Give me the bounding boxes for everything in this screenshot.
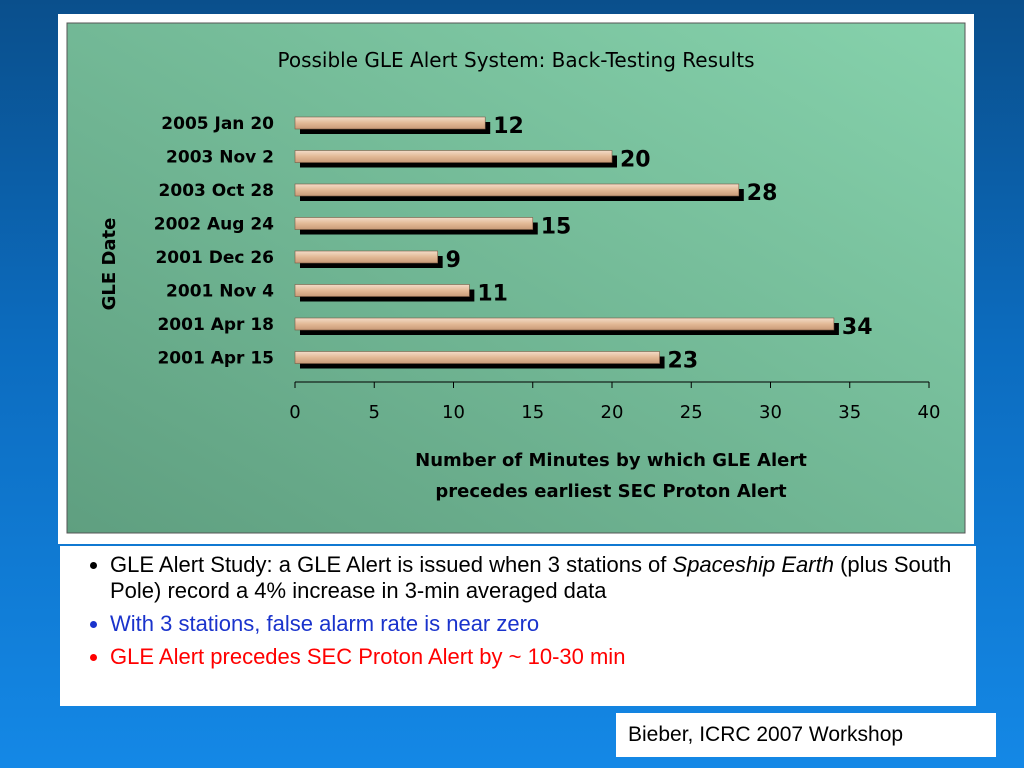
note-text-after: (plus South Pole) record a 4% increase i… — [110, 552, 952, 603]
bar — [294, 150, 613, 163]
bar — [294, 250, 438, 264]
data-label: 23 — [668, 349, 699, 374]
plot-area: 0 5 10 15 20 25 30 35 40 2005 Jan 20 12 2003 Nov 2 2… — [154, 114, 941, 423]
data-label: 34 — [842, 315, 873, 340]
data-label: 15 — [541, 215, 572, 240]
bar — [294, 351, 660, 364]
citation: Bieber, ICRC 2007 Workshop — [616, 713, 996, 757]
chart-title: Possible GLE Alert System: Back-Testing … — [278, 48, 755, 72]
notes-box: GLE Alert Study: a GLE Alert is issued w… — [60, 546, 976, 706]
data-label: 9 — [446, 248, 461, 273]
note-item-precedes: GLE Alert precedes SEC Proton Alert by ~… — [110, 644, 956, 670]
x-axis-label-line-1: Number of Minutes by which GLE Alert — [415, 450, 807, 471]
plot-background — [66, 22, 966, 534]
bar — [294, 317, 835, 331]
x-axis-label-line-2: precedes earliest SEC Proton Alert — [435, 481, 787, 502]
x-tick-label: 0 — [289, 402, 300, 423]
category-label: 2001 Dec 26 — [155, 248, 274, 268]
category-label: 2003 Oct 28 — [159, 181, 274, 201]
y-axis-label: GLE Date — [99, 218, 120, 311]
x-tick-label: 25 — [680, 402, 703, 423]
category-label: 2005 Jan 20 — [161, 114, 274, 134]
note-item-alert-study: GLE Alert Study: a GLE Alert is issued w… — [110, 552, 956, 604]
category-label: 2003 Nov 2 — [166, 148, 274, 168]
note-item-false-alarm: With 3 stations, false alarm rate is nea… — [110, 611, 956, 637]
x-tick-label: 30 — [759, 402, 782, 423]
category-label: 2001 Apr 18 — [157, 315, 274, 335]
x-tick-label: 5 — [369, 402, 380, 423]
data-label: 20 — [620, 148, 651, 173]
category-label: 2001 Apr 15 — [157, 349, 274, 369]
x-tick-label: 10 — [442, 402, 465, 423]
x-tick-label: 35 — [838, 402, 861, 423]
bar — [294, 217, 534, 230]
bar-chart: Possible GLE Alert System: Back-Testing … — [66, 22, 966, 534]
note-text: GLE Alert Study: a GLE Alert is issued w… — [110, 552, 673, 577]
bar — [294, 116, 486, 130]
chart-frame: Possible GLE Alert System: Back-Testing … — [58, 14, 974, 544]
x-tick-label: 15 — [521, 402, 544, 423]
notes-list: GLE Alert Study: a GLE Alert is issued w… — [80, 552, 956, 670]
bar — [294, 183, 740, 197]
x-tick-label: 20 — [601, 402, 624, 423]
bar — [294, 284, 470, 297]
note-emphasis: Spaceship Earth — [672, 552, 834, 577]
category-label: 2001 Nov 4 — [166, 282, 274, 302]
data-label: 11 — [477, 282, 508, 307]
data-label: 28 — [747, 181, 778, 206]
data-label: 12 — [493, 114, 524, 139]
category-label: 2002 Aug 24 — [154, 215, 274, 235]
x-tick-label: 40 — [918, 402, 941, 423]
